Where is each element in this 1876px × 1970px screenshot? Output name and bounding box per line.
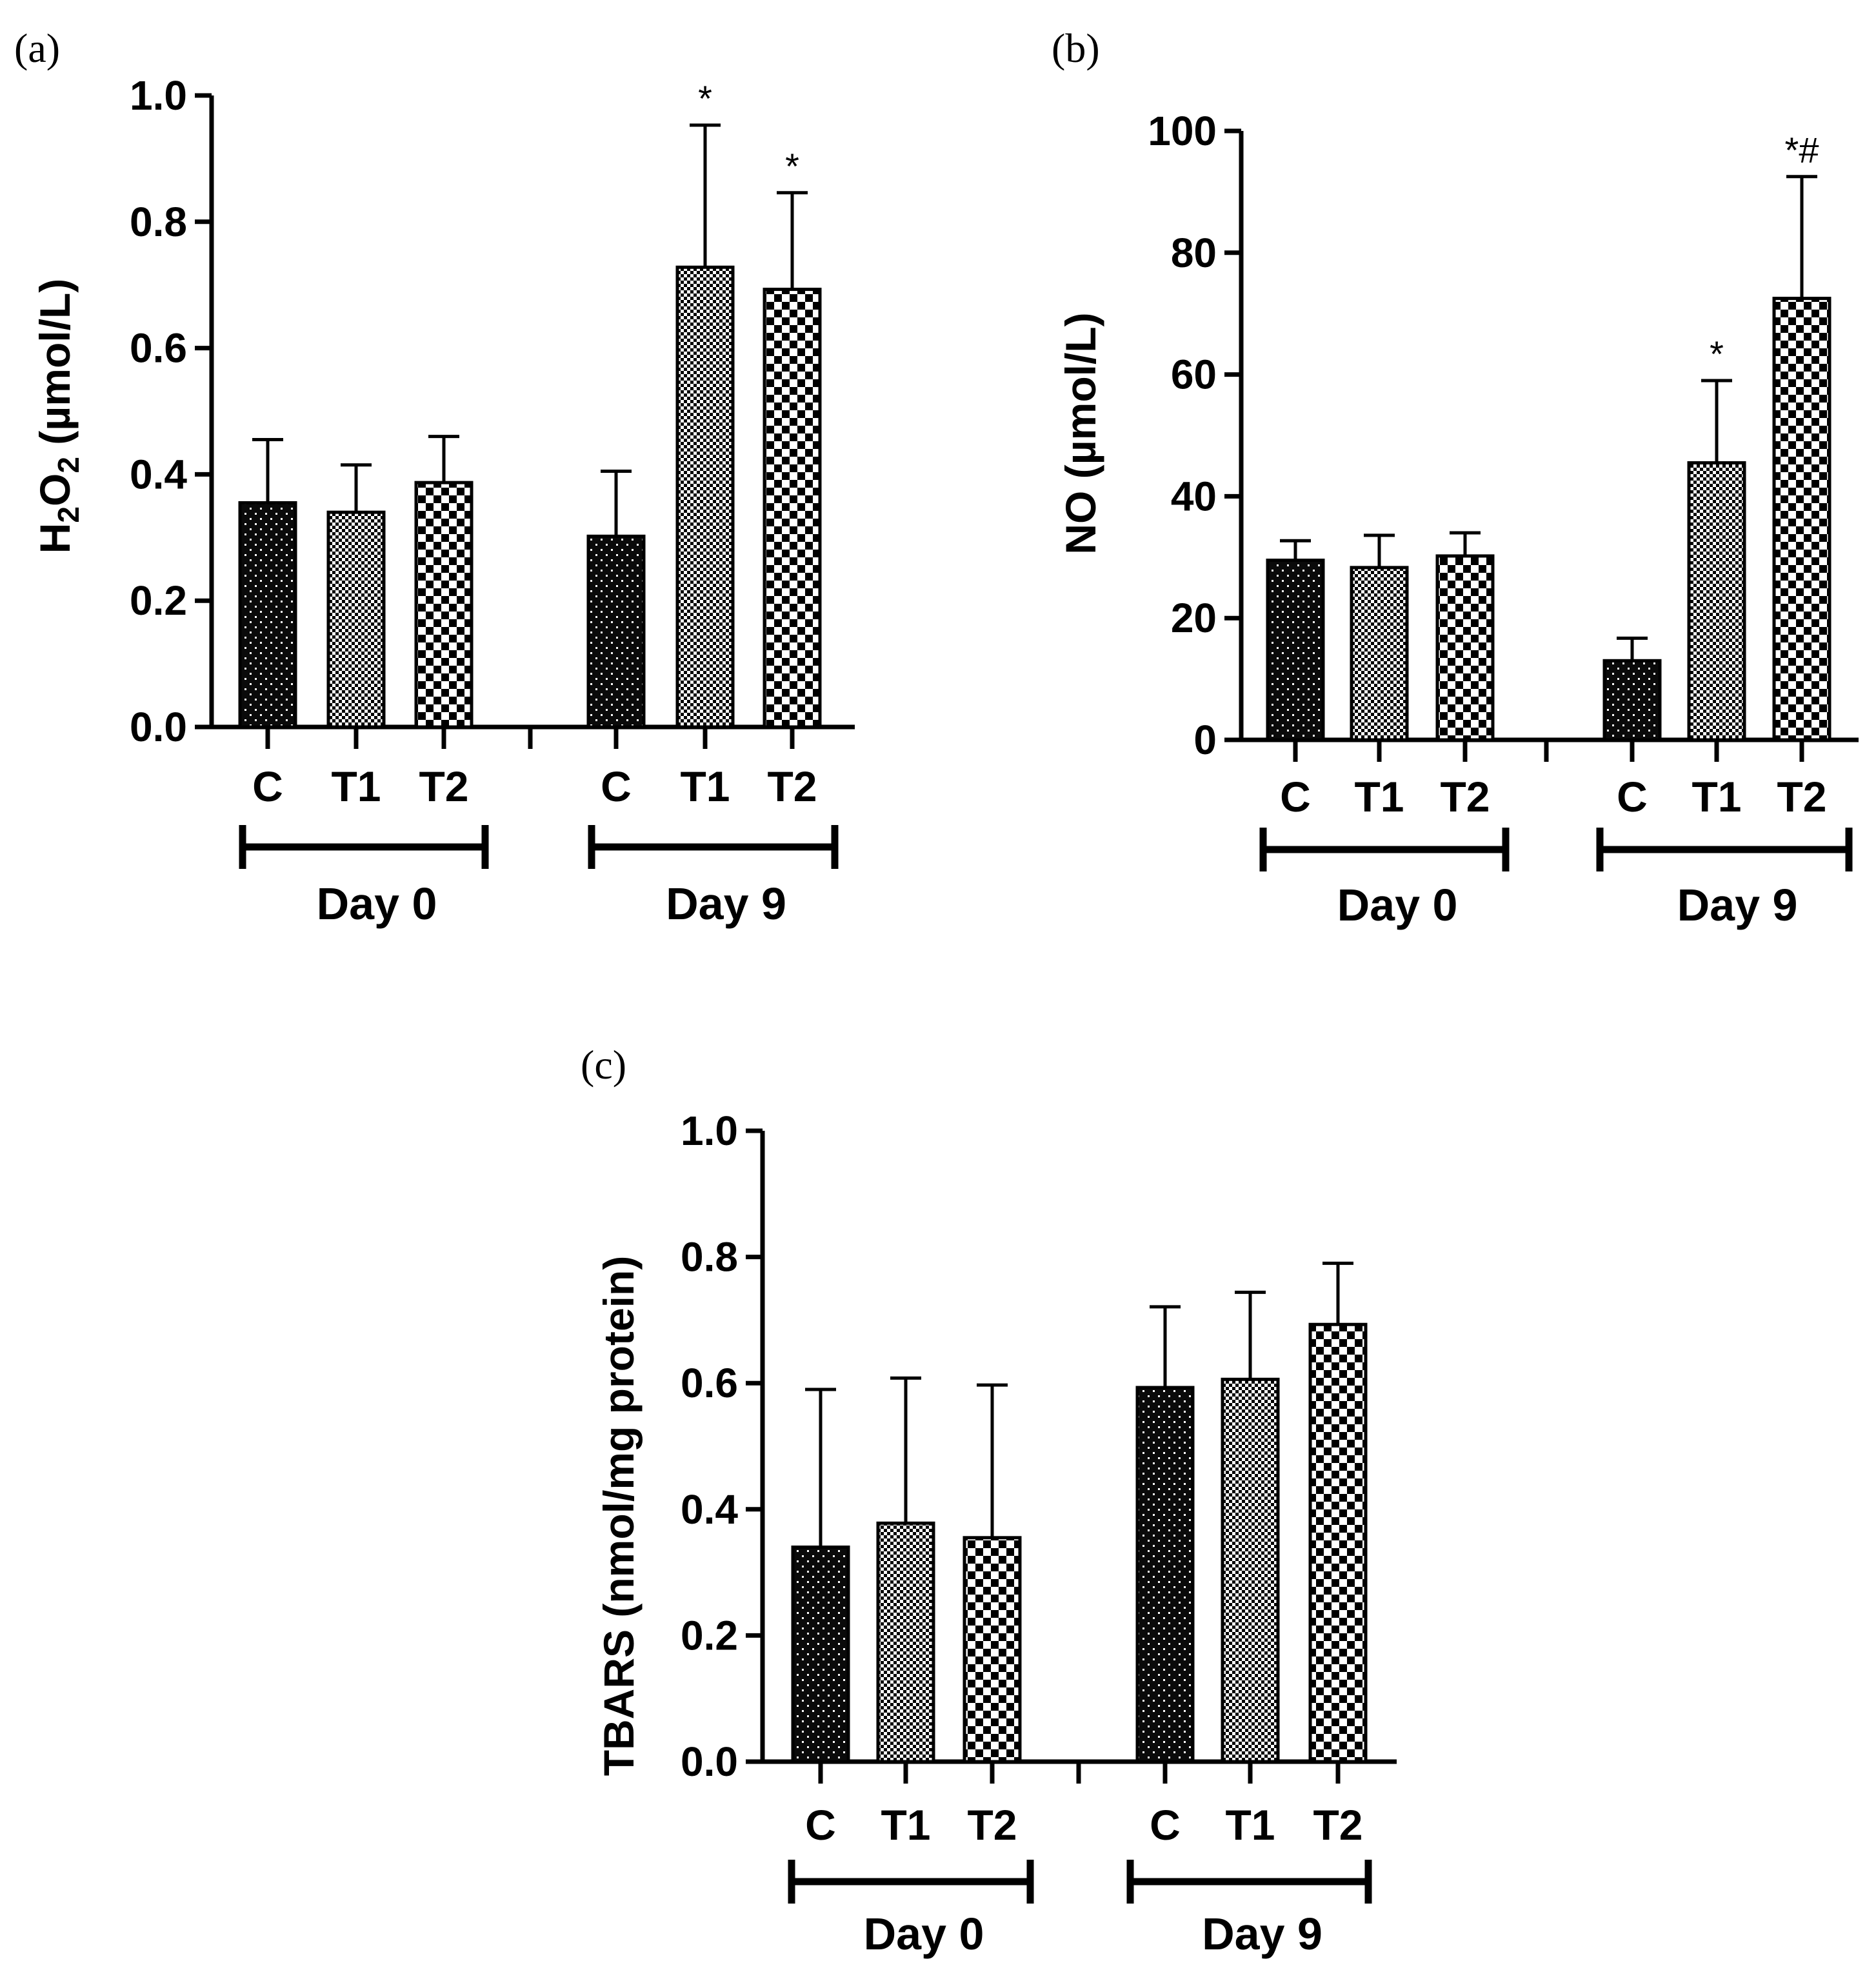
bar (1266, 559, 1325, 742)
group-label: Day 9 (1202, 1909, 1322, 1959)
bar (1772, 297, 1831, 742)
bar (586, 534, 646, 729)
group-label: Day 0 (864, 1909, 984, 1959)
y-tick-label: 80 (1171, 230, 1217, 276)
y-tick-label: 40 (1171, 473, 1217, 519)
category-label: C (601, 762, 632, 810)
group-label: Day 9 (666, 879, 786, 929)
y-tick-label: 0.0 (681, 1738, 738, 1785)
category-label: T2 (1313, 1801, 1362, 1849)
panel-label-b: (b) (1052, 25, 1100, 71)
bar (675, 265, 735, 729)
y-tick-label: 0.4 (681, 1486, 738, 1533)
category-label: T2 (967, 1801, 1017, 1849)
category-label: T1 (1691, 773, 1741, 821)
bar (414, 481, 474, 729)
y-axis-title-c: TBARS (nmol/mg protein) (595, 1256, 643, 1776)
category-label: T2 (419, 762, 468, 810)
category-label: T1 (1354, 773, 1404, 821)
panel-label-c: (c) (581, 1042, 626, 1088)
bar (1602, 659, 1662, 742)
y-tick-label: 20 (1171, 595, 1217, 641)
category-label: T2 (1777, 773, 1826, 821)
y-tick-label: 0.8 (681, 1234, 738, 1280)
bar (763, 288, 822, 729)
category-label: T1 (1225, 1801, 1275, 1849)
bar (791, 1545, 850, 1764)
bar (963, 1536, 1022, 1764)
category-label: T1 (680, 762, 730, 810)
chart-a: 0.0 0.2 0.4 0.6 0.8 1.0 C T1 T2 Day 0 C T1 * T2 * Day 9 (130, 72, 855, 929)
group-label: Day 0 (1337, 880, 1458, 930)
category-label: C (1280, 773, 1311, 821)
bar (1135, 1386, 1195, 1764)
category-label: T2 (767, 762, 817, 810)
category-label: C (805, 1801, 836, 1849)
y-tick-label: 0.8 (130, 199, 187, 245)
bar (1308, 1322, 1368, 1764)
y-tick-label: 0.2 (130, 577, 187, 624)
y-tick-label: 0.6 (681, 1360, 738, 1406)
category-label: T2 (1440, 773, 1490, 821)
category-label: T1 (331, 762, 381, 810)
group-label: Day 0 (317, 879, 437, 929)
significance-marker: * (698, 78, 712, 119)
y-tick-label: 0.6 (130, 325, 187, 372)
category-label: C (1150, 1801, 1181, 1849)
bar (1687, 461, 1746, 742)
y-axis-title-a-units: (µmol/L) (31, 279, 79, 457)
y-axis-title-a: H2O2 (µmol/L) (31, 279, 85, 554)
bar (1221, 1377, 1280, 1764)
bar (326, 510, 386, 729)
y-tick-label: 0.2 (681, 1612, 738, 1658)
y-tick-label: 1.0 (130, 72, 187, 119)
significance-marker: *# (1785, 130, 1819, 170)
bar (876, 1521, 935, 1764)
bar (1435, 554, 1495, 742)
y-axis-title-a-sub1: 2 (52, 506, 85, 523)
chart-c: 0.0 0.2 0.4 0.6 0.8 1.0 C T1 T2 Day 0 C T1 T2 Day 9 (681, 1108, 1397, 1959)
y-tick-label: 60 (1171, 352, 1217, 398)
panel-label-a: (a) (14, 25, 60, 71)
y-axis-title-a-sub2: 2 (52, 457, 85, 473)
y-tick-label: 0.4 (130, 451, 187, 497)
bar (238, 501, 297, 729)
category-label: C (252, 762, 283, 810)
significance-marker: * (1710, 333, 1724, 374)
chart-b: 0 20 40 60 80 100 C T1 T2 Day 0 C T1 * T2 *# Day 9 (1148, 108, 1859, 930)
category-label: T1 (881, 1801, 930, 1849)
y-axis-title-a-o: O (31, 473, 79, 506)
bar (1350, 566, 1409, 742)
y-tick-label: 1.0 (681, 1108, 738, 1154)
group-label: Day 9 (1677, 880, 1798, 930)
significance-marker: * (785, 146, 799, 186)
y-tick-label: 0.0 (130, 704, 187, 750)
y-tick-label: 100 (1148, 108, 1217, 154)
y-tick-label: 0 (1193, 717, 1217, 763)
category-label: C (1617, 773, 1648, 821)
y-axis-title-a-h: H (31, 523, 79, 554)
y-axis-title-b: NO (µmol/L) (1057, 312, 1104, 554)
